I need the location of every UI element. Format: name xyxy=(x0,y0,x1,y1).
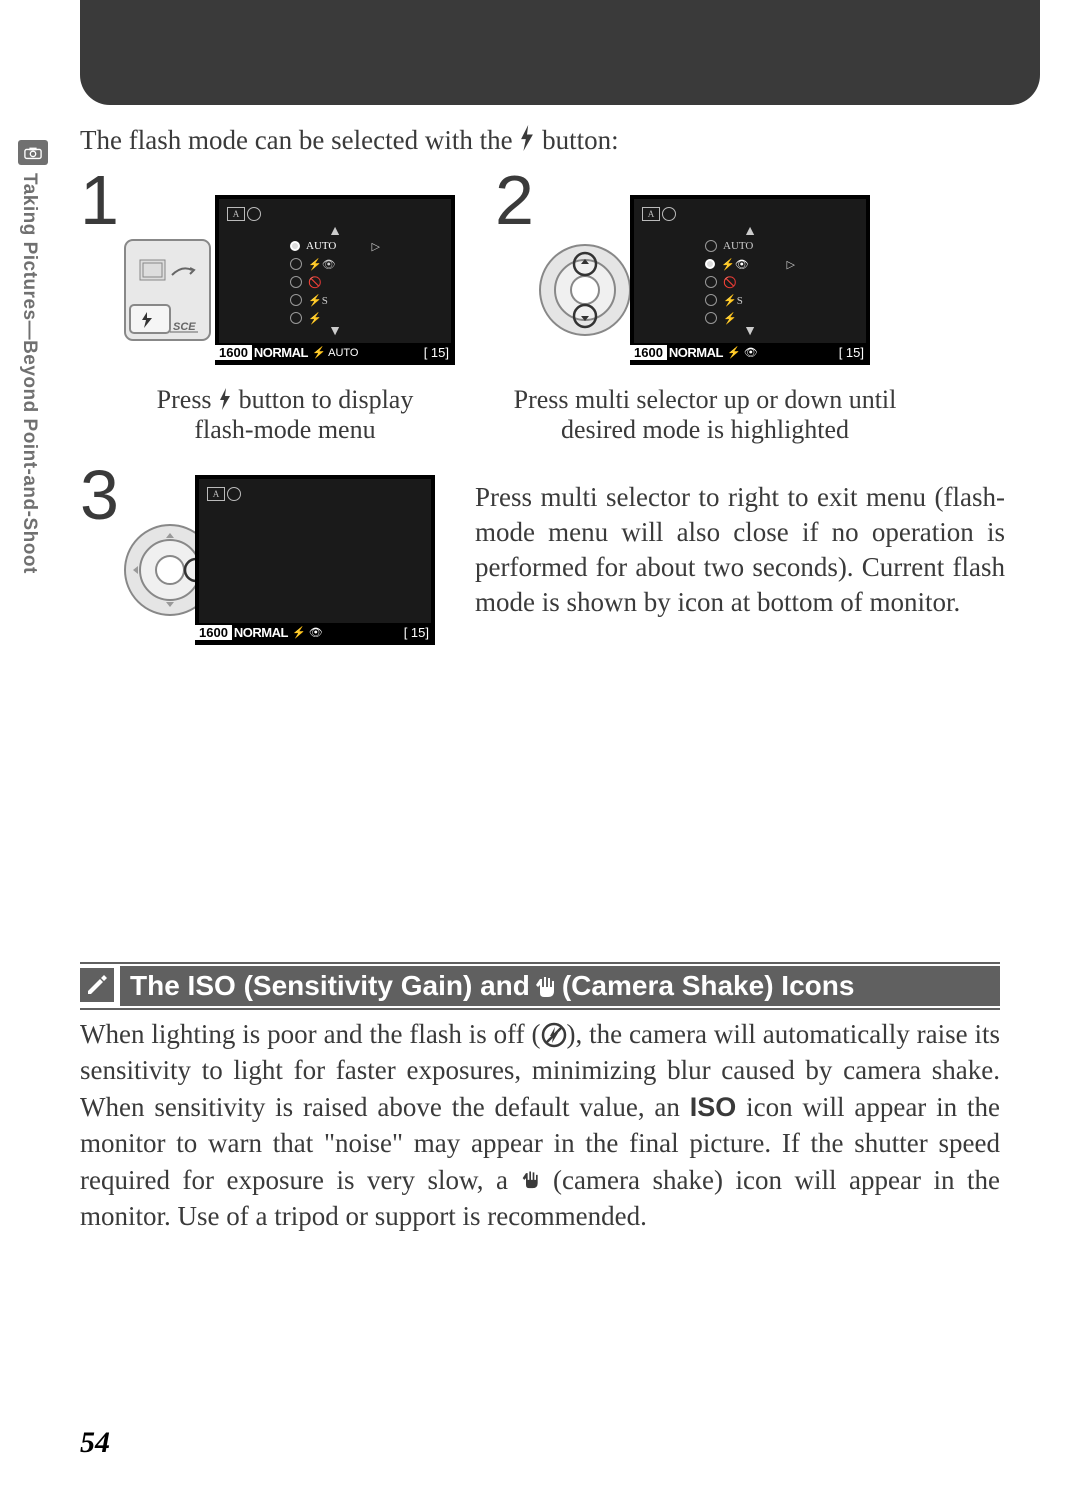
iso-title-before: The ISO (Sensitivity Gain) and xyxy=(130,970,530,1002)
lcd-flash-status: ⚡ AUTO xyxy=(312,346,359,359)
iso-label: ISO xyxy=(690,1092,737,1122)
pencil-icon xyxy=(80,968,114,1002)
camera-diagram-2 xyxy=(525,220,645,360)
intro-text: The flash mode can be selected with the … xyxy=(80,125,619,156)
intro-before: The flash mode can be selected with the xyxy=(80,125,519,155)
iso-section-header: The ISO (Sensitivity Gain) and (Camera S… xyxy=(80,962,1000,1010)
side-tab-label: Taking Pictures—Beyond Point-and-Shoot xyxy=(18,173,40,574)
side-tab: Taking Pictures—Beyond Point-and-Shoot xyxy=(18,140,48,650)
lcd-quality: NORMAL xyxy=(669,345,723,360)
intro-after: button: xyxy=(535,125,618,155)
lcd-screen-1: A ▲ AUTO▷ ⚡👁 🚫 ⚡S ⚡ ▼ 1600 NORMAL ⚡ AUTO… xyxy=(215,195,455,365)
step-2-caption: Press multi selector up or down until de… xyxy=(485,385,925,445)
lcd-count: [ 15] xyxy=(839,345,864,360)
camera-shake-icon xyxy=(521,1167,541,1191)
iso-title-after: (Camera Shake) Icons xyxy=(562,970,855,1002)
page-number: 54 xyxy=(80,1426,110,1460)
flash-icon xyxy=(519,125,535,151)
lcd-quality: NORMAL xyxy=(234,625,288,640)
step-1-caption: Press button to display flash-mode menu xyxy=(135,385,435,445)
lcd-resolution: 1600 xyxy=(195,625,232,640)
camera-diagram-1: SCE xyxy=(110,220,230,360)
svg-text:SCE: SCE xyxy=(173,321,196,333)
iso-section-body: When lighting is poor and the flash is o… xyxy=(80,1016,1000,1235)
camera-tab-icon xyxy=(18,140,48,165)
lcd-resolution: 1600 xyxy=(630,345,667,360)
flash-off-icon xyxy=(541,1022,567,1048)
lcd-count: [ 15] xyxy=(404,625,429,640)
lcd-screen-3: A 1600 NORMAL ⚡ 👁 [ 15] xyxy=(195,475,435,645)
lcd-count: [ 15] xyxy=(424,345,449,360)
lcd-flash-status: ⚡ 👁 xyxy=(292,626,323,639)
lcd-resolution: 1600 xyxy=(215,345,252,360)
top-dark-panel xyxy=(80,0,1040,105)
lcd-flash-status: ⚡ 👁 xyxy=(727,346,758,359)
menu-auto-label: AUTO xyxy=(306,240,336,252)
step-3-text: Press multi selector to right to exit me… xyxy=(475,480,1005,620)
lcd-screen-2: A ▲ AUTO ⚡👁▷ 🚫 ⚡S ⚡ ▼ 1600 NORMAL ⚡ 👁 [ … xyxy=(630,195,870,365)
lcd-quality: NORMAL xyxy=(254,345,308,360)
camera-shake-icon xyxy=(534,973,558,999)
flash-menu-1: ▲ AUTO▷ ⚡👁 🚫 ⚡S ⚡ ▼ xyxy=(290,227,380,337)
flash-menu-2: ▲ AUTO ⚡👁▷ 🚫 ⚡S ⚡ ▼ xyxy=(705,227,795,337)
